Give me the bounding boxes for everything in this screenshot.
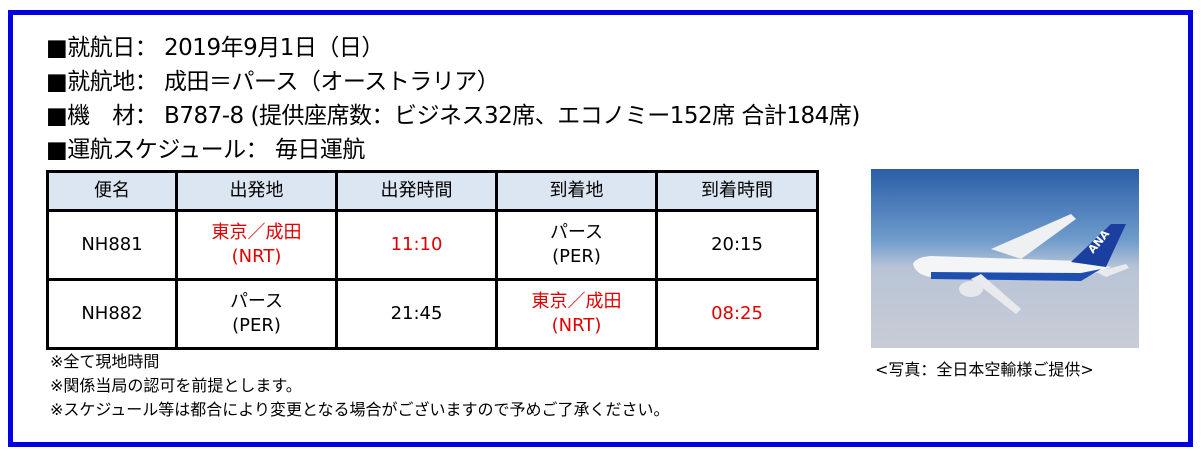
- table-row: NH882 パース (PER) 21:45 東京／成田 (NRT) 08:25: [46, 278, 819, 350]
- header-from: 出発地: [175, 170, 338, 212]
- header-dep: 出発時間: [335, 170, 498, 212]
- departure-time: 11:10: [335, 209, 498, 281]
- schedule: ■運航スケジュール： 毎日運航: [46, 137, 365, 163]
- flight-table: 便名 出発地 出発時間 到着地 到着時間 NH881 東京／成田 (NRT) 11…: [46, 170, 819, 350]
- table-header: 便名 出発地 出発時間 到着地 到着時間: [46, 170, 819, 212]
- photo-caption: <写真：全日本空輸様ご提供>: [875, 360, 1094, 379]
- notes: ※全て現地時間 ※関係当局の認可を前提とします。 ※スケジュール等は都合により変…: [50, 350, 670, 422]
- origin: パース (PER): [175, 278, 338, 350]
- destination-code: (NRT): [551, 315, 602, 336]
- origin: 東京／成田 (NRT): [175, 209, 338, 281]
- launch-date: ■就航日： 2019年9月1日（日）: [46, 35, 384, 61]
- origin-code: (NRT): [231, 246, 282, 267]
- departure-time: 21:45: [335, 278, 498, 350]
- origin-name: 東京／成田: [211, 222, 302, 243]
- aircraft-photo: ANA: [871, 169, 1139, 348]
- arrival-time: 20:15: [655, 209, 819, 281]
- airplane-icon: ANA: [913, 214, 1129, 314]
- note: ※全て現地時間: [50, 352, 160, 371]
- destination-name: 東京／成田: [531, 291, 622, 312]
- content-frame: [8, 10, 1193, 447]
- note: ※関係当局の認可を前提とします。: [50, 376, 302, 395]
- origin-code: (PER): [232, 315, 281, 336]
- aircraft: ■機 材： B787-8 (提供座席数：ビジネス32席、エコノミー152席 合計…: [46, 103, 860, 129]
- header-flight: 便名: [46, 170, 178, 212]
- header-to: 到着地: [495, 170, 658, 212]
- table-row: NH881 東京／成田 (NRT) 11:10 パース (PER) 20:15: [46, 209, 819, 281]
- destination-name: パース: [549, 222, 604, 243]
- route: ■就航地： 成田＝パース（オーストラリア）: [46, 69, 500, 95]
- note: ※スケジュール等は都合により変更となる場合がございますので予めご了承ください。: [50, 400, 670, 419]
- flight-number: NH881: [46, 209, 178, 281]
- origin-name: パース: [229, 291, 284, 312]
- destination: 東京／成田 (NRT): [495, 278, 658, 350]
- arrival-time: 08:25: [655, 278, 819, 350]
- destination: パース (PER): [495, 209, 658, 281]
- flight-number: NH882: [46, 278, 178, 350]
- header-arr: 到着時間: [655, 170, 819, 212]
- destination-code: (PER): [552, 246, 601, 267]
